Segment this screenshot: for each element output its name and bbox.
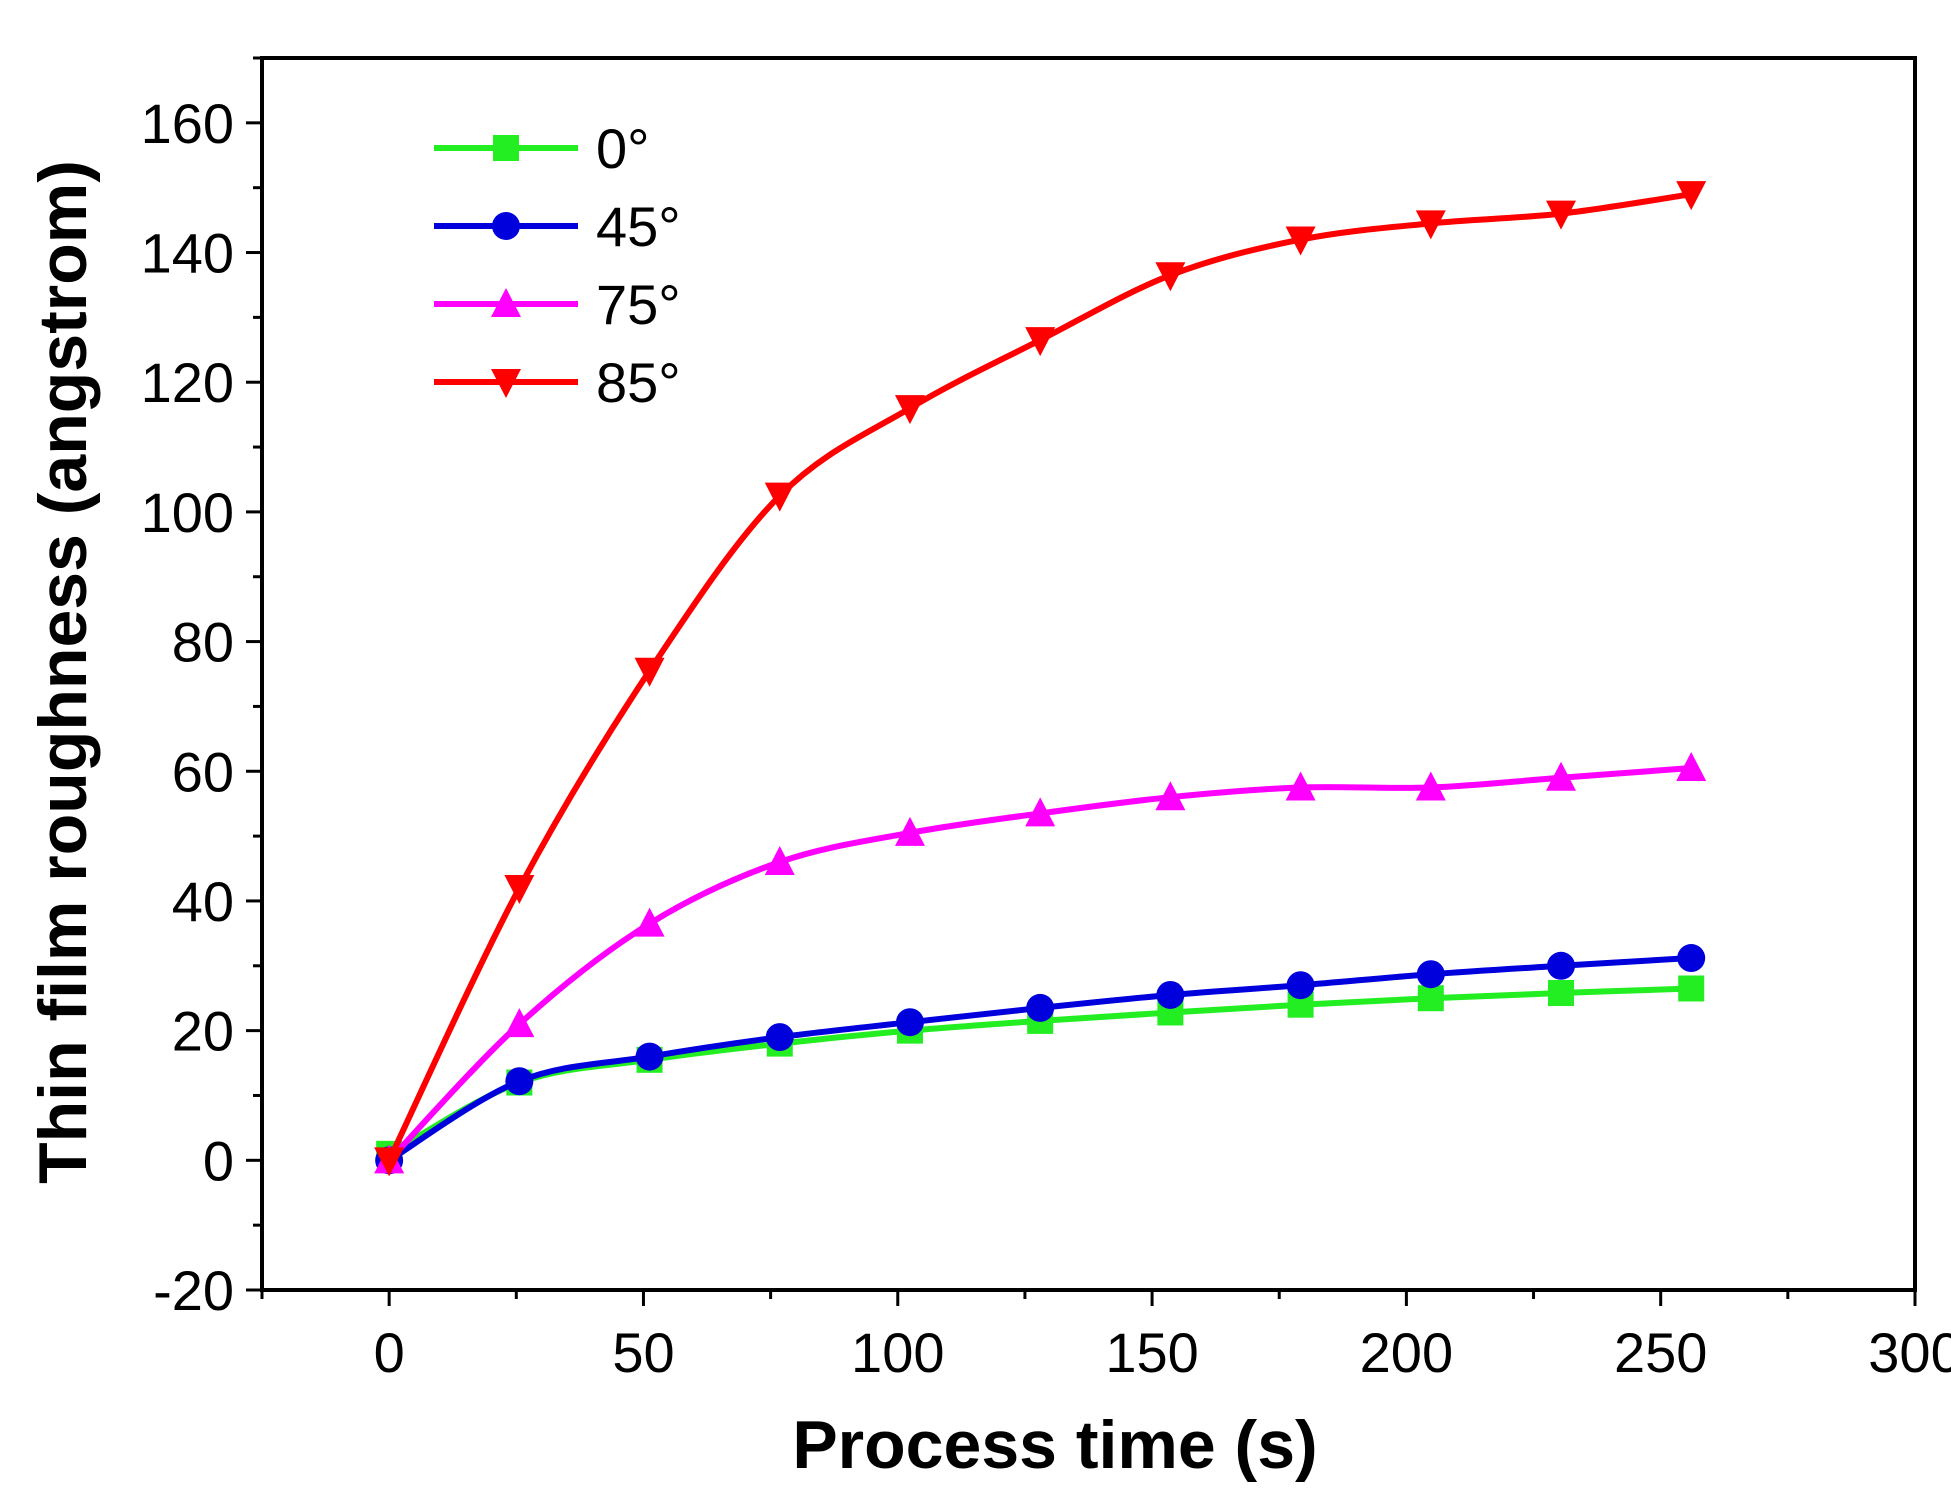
data-point xyxy=(764,846,795,876)
data-point xyxy=(635,1042,664,1071)
series-4 xyxy=(374,181,1707,1177)
data-point xyxy=(1025,327,1056,357)
x-tick-label: 250 xyxy=(1614,1321,1707,1384)
axis-ticks: 0 50 100 150 200 250 300 -20 0 20 40 60 80 100 120 140 1… xyxy=(141,56,1951,1384)
data-point xyxy=(895,1008,924,1037)
x-tick-label: 100 xyxy=(851,1321,944,1384)
data-point xyxy=(505,1067,534,1096)
legend-item: 85° xyxy=(434,351,681,414)
data-point xyxy=(1025,797,1056,827)
y-tick-label: 120 xyxy=(141,351,234,414)
x-tick-label: 50 xyxy=(612,1321,674,1384)
data-point xyxy=(1026,993,1055,1022)
data-point xyxy=(504,874,535,904)
data-point xyxy=(374,1147,405,1177)
y-axis-title: Thin film roughness (angstrom) xyxy=(25,160,101,1184)
data-point xyxy=(765,1023,794,1052)
data-point xyxy=(634,657,665,687)
y-tick-label: 100 xyxy=(141,481,234,544)
data-point xyxy=(764,482,795,512)
y-tick-label: 40 xyxy=(172,870,234,933)
legend-label: 45° xyxy=(596,195,681,258)
y-tick-label: 140 xyxy=(141,222,234,285)
series-group xyxy=(374,181,1707,1177)
data-point xyxy=(1156,980,1185,1009)
y-tick-label: 20 xyxy=(172,1000,234,1063)
data-point xyxy=(1155,781,1186,811)
series-3 xyxy=(374,752,1707,1174)
legend-marker xyxy=(491,369,521,398)
x-tick-label: 200 xyxy=(1360,1321,1453,1384)
legend-marker xyxy=(493,135,519,161)
data-point xyxy=(1285,771,1316,801)
data-point xyxy=(1676,752,1707,782)
x-tick-label: 0 xyxy=(374,1321,405,1384)
y-tick-label: 80 xyxy=(172,611,234,674)
x-tick-label: 150 xyxy=(1105,1321,1198,1384)
legend-label: 0° xyxy=(596,117,650,180)
y-tick-label: 160 xyxy=(141,92,234,155)
data-point xyxy=(1677,944,1706,973)
data-point xyxy=(1417,985,1444,1012)
plot-frame xyxy=(260,56,1917,1292)
data-point xyxy=(1678,975,1705,1002)
y-tick-label: 0 xyxy=(203,1129,234,1192)
data-point xyxy=(1286,971,1315,1000)
data-point xyxy=(894,816,925,846)
legend-marker xyxy=(491,288,521,317)
y-tick-label: 60 xyxy=(172,740,234,803)
data-point xyxy=(504,1008,535,1038)
legend-item: 45° xyxy=(434,195,681,258)
data-point xyxy=(1415,210,1446,240)
data-point xyxy=(1548,980,1575,1007)
data-point xyxy=(894,395,925,425)
data-point xyxy=(1547,951,1576,980)
legend: 0° 45° 75° 85° xyxy=(434,117,681,414)
data-point xyxy=(1416,960,1445,989)
data-point xyxy=(1676,181,1707,211)
series-line xyxy=(386,765,1695,1164)
legend-label: 85° xyxy=(596,351,681,414)
legend-marker xyxy=(492,212,520,240)
legend-label: 75° xyxy=(596,273,681,336)
data-point xyxy=(634,907,665,937)
data-point xyxy=(1546,761,1577,791)
data-point xyxy=(1285,226,1316,256)
y-tick-label: -20 xyxy=(153,1259,234,1322)
data-point xyxy=(1546,200,1577,230)
data-point xyxy=(1155,262,1186,292)
x-tick-label: 300 xyxy=(1868,1321,1951,1384)
series-line xyxy=(386,191,1695,1164)
data-point xyxy=(1415,771,1446,801)
series-line xyxy=(386,955,1695,1164)
x-axis-title: Process time (s) xyxy=(792,1407,1317,1483)
legend-item: 0° xyxy=(434,117,650,180)
legend-item: 75° xyxy=(434,273,681,336)
